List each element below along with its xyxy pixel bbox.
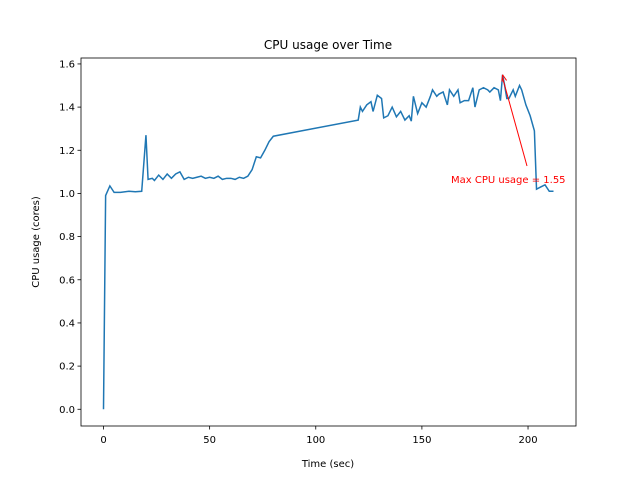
y-tick-label: 0.4 xyxy=(59,318,75,329)
y-tick-label: 0.8 xyxy=(59,232,75,243)
y-tick-label: 1.6 xyxy=(59,59,75,70)
y-tick-label: 1.4 xyxy=(59,103,75,114)
annotation-text: Max CPU usage = 1.55 xyxy=(451,175,566,186)
y-axis-label: CPU usage (cores) xyxy=(31,196,42,288)
x-tick-label: 0 xyxy=(100,435,106,446)
x-tick-label: 100 xyxy=(306,435,325,446)
plot-frame xyxy=(80,57,577,427)
y-tick-label: 0.2 xyxy=(59,362,75,373)
y-tick-label: 0.6 xyxy=(59,275,75,286)
x-tick-label: 150 xyxy=(412,435,431,446)
y-tick-label: 1.2 xyxy=(59,146,75,157)
y-tick-label: 0.0 xyxy=(59,405,75,416)
x-axis-label: Time (sec) xyxy=(301,459,354,470)
data-line xyxy=(102,74,554,410)
annotation-arrowhead xyxy=(501,74,507,82)
y-tick-label: 1.0 xyxy=(59,189,75,200)
annotation-arrow xyxy=(502,77,528,167)
x-tick-label: 200 xyxy=(518,435,537,446)
x-tick-label: 50 xyxy=(203,435,216,446)
chart-title: CPU usage over Time xyxy=(264,38,392,52)
